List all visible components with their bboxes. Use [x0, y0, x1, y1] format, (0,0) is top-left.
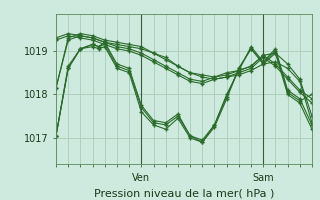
Text: Ven: Ven [132, 173, 150, 183]
Text: Sam: Sam [252, 173, 274, 183]
Text: Pression niveau de la mer( hPa ): Pression niveau de la mer( hPa ) [94, 188, 274, 198]
